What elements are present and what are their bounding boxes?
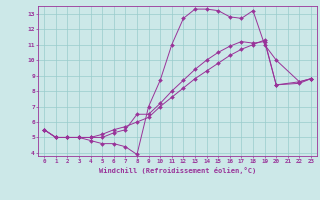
X-axis label: Windchill (Refroidissement éolien,°C): Windchill (Refroidissement éolien,°C) bbox=[99, 167, 256, 174]
